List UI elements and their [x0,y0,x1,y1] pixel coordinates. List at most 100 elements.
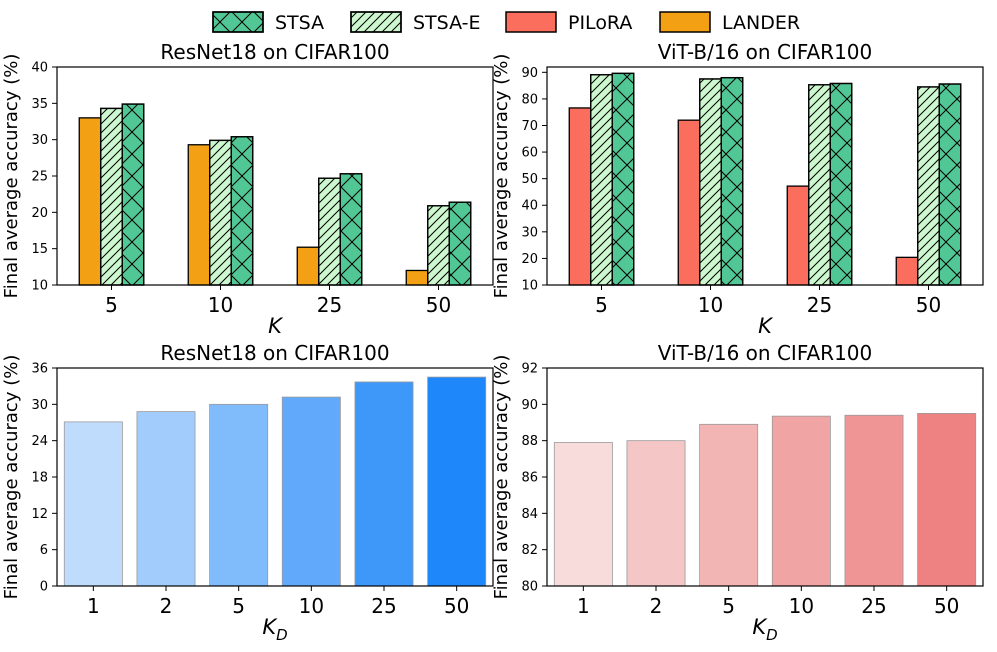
x-tick-label: 2 [650,594,663,618]
x-axis-label: K [268,314,284,338]
bar-pilora-5 [568,107,592,286]
y-tick-label: 36 [31,362,48,377]
x-tick-label: 25 [317,293,342,317]
x-tick-label: 5 [595,293,608,317]
plot-frame [546,367,984,587]
legend: STSA STSA-E PILoRA LANDER [212,11,800,34]
bar-hatch-stsa-e-25 [318,177,341,286]
x-axis-label-subscript: D [276,626,288,644]
legend-label: LANDER [722,12,800,34]
x-tick-label: 5 [722,594,735,618]
legend-entry-stsa: STSA [212,11,324,34]
bar-2 [136,411,196,587]
legend-entry-pilora: PILoRA [505,11,632,34]
legend-swatch-hatch [212,11,264,33]
y-tick-label: 35 [31,97,48,112]
y-tick-label: 50 [521,172,538,187]
y-tick-label: 30 [521,225,538,240]
x-axis-label: KD [752,615,777,644]
x-axis-label-subscript: D [766,626,778,644]
bar-hatch-stsa-10 [230,136,254,286]
y-tick-label: 20 [521,252,538,267]
legend-entry-lander: LANDER [659,11,800,34]
bar-group [63,376,487,587]
x-tick-label: 10 [698,293,723,317]
y-tick-label: 86 [521,471,538,486]
charts: ResNet18 on CIFAR100 Final average accura… [1,40,984,644]
x-axis-label-main: K [752,615,768,639]
y-tick-label: 92 [521,362,538,377]
y-tick-label: 82 [521,543,538,558]
bar-hatch-stsa-e-50 [427,205,450,286]
bar-5 [699,423,759,587]
x-tick-label: 10 [789,594,814,618]
bar-group [568,72,962,286]
y-tick-label: 6 [40,543,48,558]
legend-label: STSA [275,12,324,34]
legend-swatch-hatch [350,11,402,33]
bar-hatch-stsa-10 [720,76,744,286]
y-tick-label: 30 [31,133,48,148]
x-axis-label: KD [262,615,287,644]
y-tick-label: 60 [521,146,538,161]
legend-label: PILoRA [568,12,632,34]
chart-panel-4: ViT-B/16 on CIFAR100 Final average accura… [491,341,984,644]
bar-10 [771,415,831,587]
bar-hatch-stsa-25 [339,173,363,286]
x-tick-label: 25 [371,594,396,618]
x-tick-label: 25 [861,594,886,618]
chart-title: ResNet18 on CIFAR100 [160,40,389,64]
x-tick-label: 2 [160,594,173,618]
y-tick-label: 40 [31,61,48,76]
bar-lander-25 [296,246,320,286]
legend-swatch [659,11,711,33]
bar-25 [354,381,414,587]
x-tick-label: 25 [807,293,832,317]
plot-frame [56,367,494,587]
chart-panel-2: ViT-B/16 on CIFAR100 Final average accura… [491,40,984,338]
y-tick-label: 20 [31,206,48,221]
y-tick-label: 0 [40,580,48,595]
x-tick-label: 50 [426,293,451,317]
y-tick-label: 18 [31,471,48,486]
bar-hatch-stsa-50 [938,83,962,286]
y-tick-label: 12 [31,507,48,522]
x-axis-label: K [758,314,774,338]
y-axis-label: Final average accuracy (%) [491,54,512,299]
plot-frame [546,66,984,286]
x-tick-label: 1 [577,594,590,618]
y-tick-label: 80 [521,92,538,107]
bar-1 [63,421,123,587]
y-tick-label: 10 [521,279,538,294]
bar-hatch-stsa-e-5 [100,107,123,286]
bar-pilora-50 [895,256,919,286]
bar-hatch-stsa-50 [448,201,472,286]
plot-frame [56,66,494,286]
bar-pilora-10 [677,119,701,286]
y-tick-label: 25 [31,170,48,185]
bar-lander-50 [405,269,429,286]
x-axis-label-main: K [268,314,284,338]
y-tick-label: 90 [521,66,538,81]
y-tick-label: 40 [521,199,538,214]
bar-group [78,103,472,286]
x-tick-label: 50 [934,594,959,618]
y-axis-label: Final average accuracy (%) [491,355,512,600]
bar-hatch-stsa-e-10 [209,139,232,286]
legend-entry-stsa-e: STSA-E [350,11,481,34]
chart-panel-1: ResNet18 on CIFAR100 Final average accura… [1,40,494,338]
y-tick-label: 30 [31,398,48,413]
x-tick-label: 50 [916,293,941,317]
x-tick-label: 5 [105,293,118,317]
legend-label: STSA-E [413,12,481,34]
x-tick-label: 10 [299,594,324,618]
chart-title: ResNet18 on CIFAR100 [160,341,389,365]
x-axis-label-main: K [262,615,278,639]
x-axis-label-main: K [758,314,774,338]
bar-hatch-stsa-e-10 [699,78,722,286]
x-tick-label: 10 [208,293,233,317]
bar-25 [844,414,904,587]
y-tick-label: 84 [521,507,538,522]
y-tick-label: 80 [521,580,538,595]
